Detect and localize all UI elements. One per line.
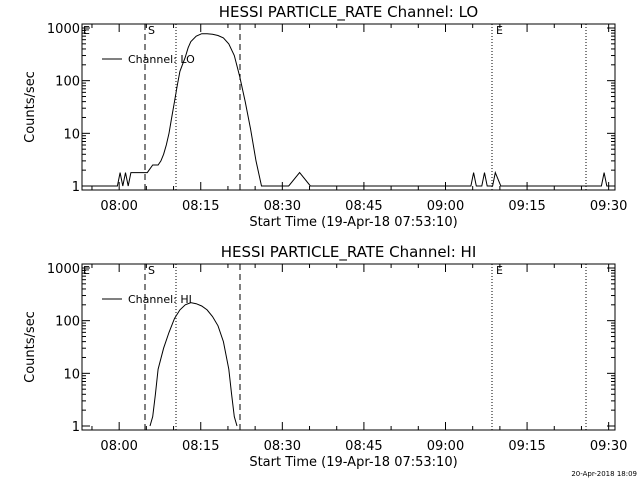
y-tick-label: 1000: [47, 262, 80, 277]
x-tick-label: 08:30: [264, 199, 301, 214]
y-tick-label: 10: [63, 127, 80, 142]
y-tick-label: 10: [63, 367, 80, 382]
x-tick-label: 09:00: [427, 199, 464, 214]
flag-letter: E: [496, 24, 503, 37]
x-tick-label: 09:15: [508, 439, 545, 454]
series-line: [149, 302, 238, 427]
x-tick-label: 09:30: [590, 439, 627, 454]
x-tick-label: 08:15: [182, 439, 219, 454]
x-tick-label: 09:15: [508, 199, 545, 214]
x-tick-label: 08:45: [345, 199, 382, 214]
x-tick-label: 08:30: [264, 439, 301, 454]
flag-letter: E: [83, 264, 90, 277]
plot-frame: [81, 23, 616, 191]
y-tick-label: 1: [72, 180, 80, 195]
y-tick-label: 1: [72, 420, 80, 435]
x-tick-label: 09:00: [427, 439, 464, 454]
x-tick-label: 08:00: [100, 439, 137, 454]
series-line: [82, 33, 615, 187]
chart-title: HESSI PARTICLE_RATE Channel: LO: [219, 3, 478, 22]
y-axis-label: Counts/sec: [23, 71, 38, 143]
y-tick-label: 100: [55, 75, 80, 90]
x-tick-label: 09:30: [590, 199, 627, 214]
x-axis-label: Start Time (19-Apr-18 07:53:10): [249, 215, 457, 230]
panel-hi: HESSI PARTICLE_RATE Channel: HI 1 10 100 100…: [23, 243, 627, 470]
flag-letter: E: [83, 24, 90, 37]
x-axis-label: Start Time (19-Apr-18 07:53:10): [249, 455, 457, 470]
y-tick-label: 1000: [47, 22, 80, 37]
flag-letter: S: [148, 24, 155, 37]
y-tick-label: 100: [55, 315, 80, 330]
y-axis-label: Counts/sec: [23, 311, 38, 383]
flag-letter: S: [148, 264, 155, 277]
legend-label: Channel: HI: [128, 293, 192, 306]
chart-title: HESSI PARTICLE_RATE Channel: HI: [221, 243, 477, 262]
x-tick-label: 08:00: [100, 199, 137, 214]
footer-timestamp: 20-Apr-2018 18:09: [571, 470, 637, 478]
flag-letter: E: [496, 264, 503, 277]
panel-lo: HESSI PARTICLE_RATE Channel: LO 1 10 100 100…: [23, 3, 627, 230]
x-tick-label: 08:15: [182, 199, 219, 214]
x-tick-label: 08:45: [345, 439, 382, 454]
legend-label: Channel: LO: [128, 53, 195, 66]
plot-frame: [81, 263, 616, 431]
